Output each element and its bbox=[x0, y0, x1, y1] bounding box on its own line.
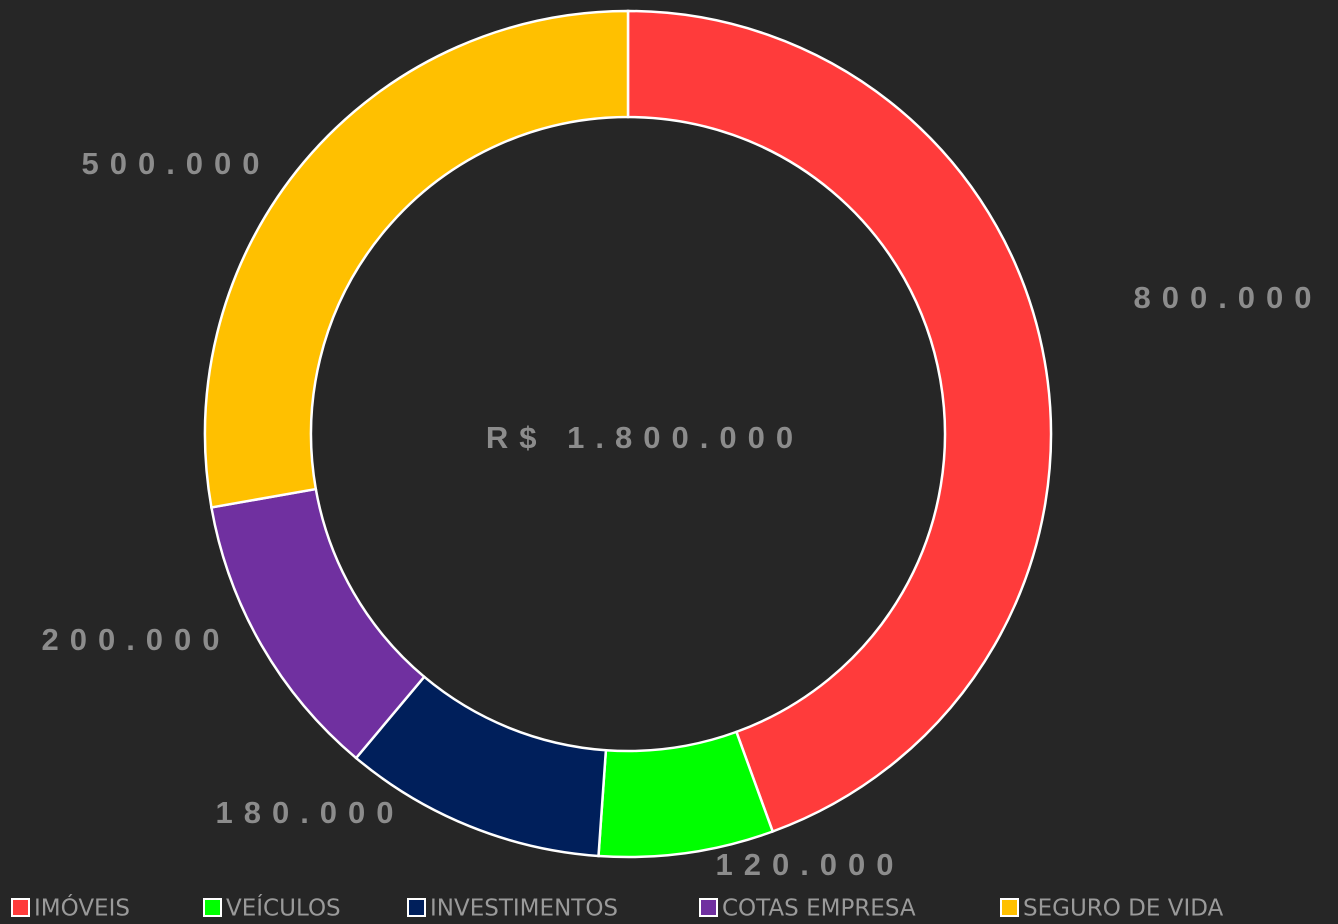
legend-label: VEÍCULOS bbox=[226, 894, 341, 922]
legend-swatch bbox=[203, 898, 222, 917]
donut-slice bbox=[626, 9, 1053, 834]
legend-swatch bbox=[407, 898, 426, 917]
legend-swatch bbox=[1000, 898, 1019, 917]
data-label: 180.000 bbox=[215, 795, 404, 830]
legend-label: SEGURO DE VIDA bbox=[1023, 896, 1224, 922]
data-label: 800.000 bbox=[1133, 280, 1322, 315]
data-label: 120.000 bbox=[715, 847, 904, 882]
legend-label: COTAS EMPRESA bbox=[722, 896, 916, 922]
data-label: 500.000 bbox=[81, 146, 270, 181]
center-label: R$ 1.800.000 bbox=[486, 420, 804, 455]
data-label: 200.000 bbox=[41, 622, 230, 657]
legend-swatch bbox=[11, 898, 30, 917]
legend-label: INVESTIMENTOS bbox=[430, 896, 618, 922]
legend-label: IMÓVEIS bbox=[34, 894, 130, 922]
legend-swatch bbox=[699, 898, 718, 917]
donut-slice bbox=[203, 9, 630, 509]
